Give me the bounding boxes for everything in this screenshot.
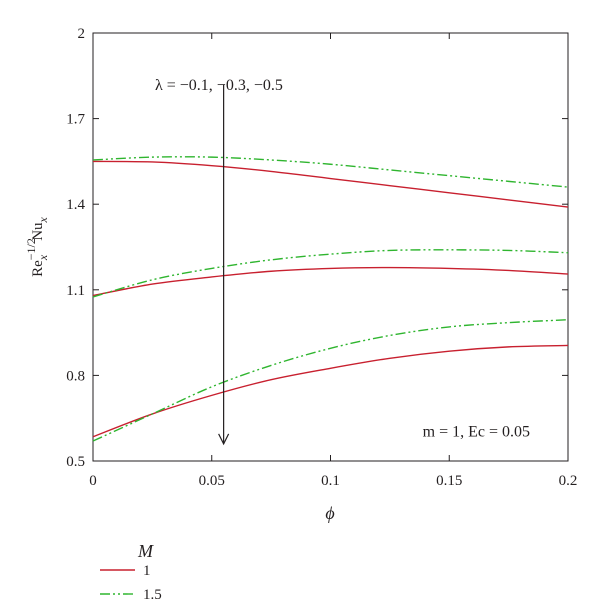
lambda-annotation: λ = −0.1, −0.3, −0.5 <box>155 77 283 446</box>
series-layer <box>92 156 569 442</box>
y-title-sub1: x <box>36 254 50 261</box>
y-title-re: Re <box>30 260 46 277</box>
x-tick-label: 0.15 <box>436 473 462 489</box>
y-tick-label: 1.1 <box>66 283 85 299</box>
legend-title: M <box>137 541 154 561</box>
x-axis-title: ϕ <box>325 503 334 523</box>
series-line-3 <box>92 344 569 438</box>
y-tick-label: 0.8 <box>66 368 85 384</box>
legend-entry-label: 1.5 <box>143 587 162 603</box>
y-title-sup: −1/2 <box>24 238 38 260</box>
x-tick-label: 0.1 <box>321 473 340 489</box>
y-title-nu: Nu <box>30 222 46 241</box>
lambda-arrow-head <box>218 433 230 446</box>
y-tick-label: 1.7 <box>66 112 85 128</box>
lambda-label: λ = −0.1, −0.3, −0.5 <box>155 77 283 94</box>
series-line-2 <box>92 266 569 297</box>
series-line-5 <box>92 249 569 298</box>
plot-frame <box>92 32 569 462</box>
legend-entry-label: 1 <box>143 563 151 579</box>
y-tick-label: 0.5 <box>66 454 85 470</box>
series-line-1 <box>92 160 569 208</box>
x-tick-label: 0 <box>89 473 97 489</box>
series-line-6 <box>92 319 569 442</box>
x-tick-label: 0.05 <box>199 473 225 489</box>
series-line-4 <box>92 156 569 188</box>
params-annotation: m = 1, Ec = 0.05 <box>423 423 530 440</box>
y-title-sub2: x <box>36 216 50 223</box>
y-tick-label: 2 <box>78 26 86 42</box>
y-axis-title: Re−1/2xNux <box>24 216 50 276</box>
y-tick-label: 1.4 <box>66 197 85 213</box>
y-axis-ticks: 0.5 0.8 1.1 1.4 1.7 2 <box>66 26 568 470</box>
legend: M 1 1.5 <box>100 541 162 603</box>
x-axis-ticks: 0 0.05 0.1 0.15 0.2 <box>89 33 577 489</box>
x-tick-label: 0.2 <box>559 473 578 489</box>
